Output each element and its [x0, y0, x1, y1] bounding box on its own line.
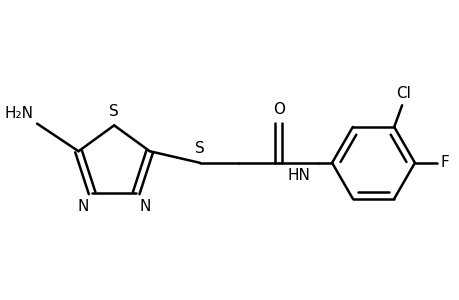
- Text: F: F: [440, 155, 448, 170]
- Text: N: N: [78, 199, 89, 214]
- Text: N: N: [139, 199, 150, 214]
- Text: S: S: [195, 141, 204, 156]
- Text: HN: HN: [287, 168, 310, 183]
- Text: O: O: [272, 103, 284, 118]
- Text: S: S: [109, 104, 119, 119]
- Text: H₂N: H₂N: [4, 106, 33, 121]
- Text: Cl: Cl: [395, 86, 409, 101]
